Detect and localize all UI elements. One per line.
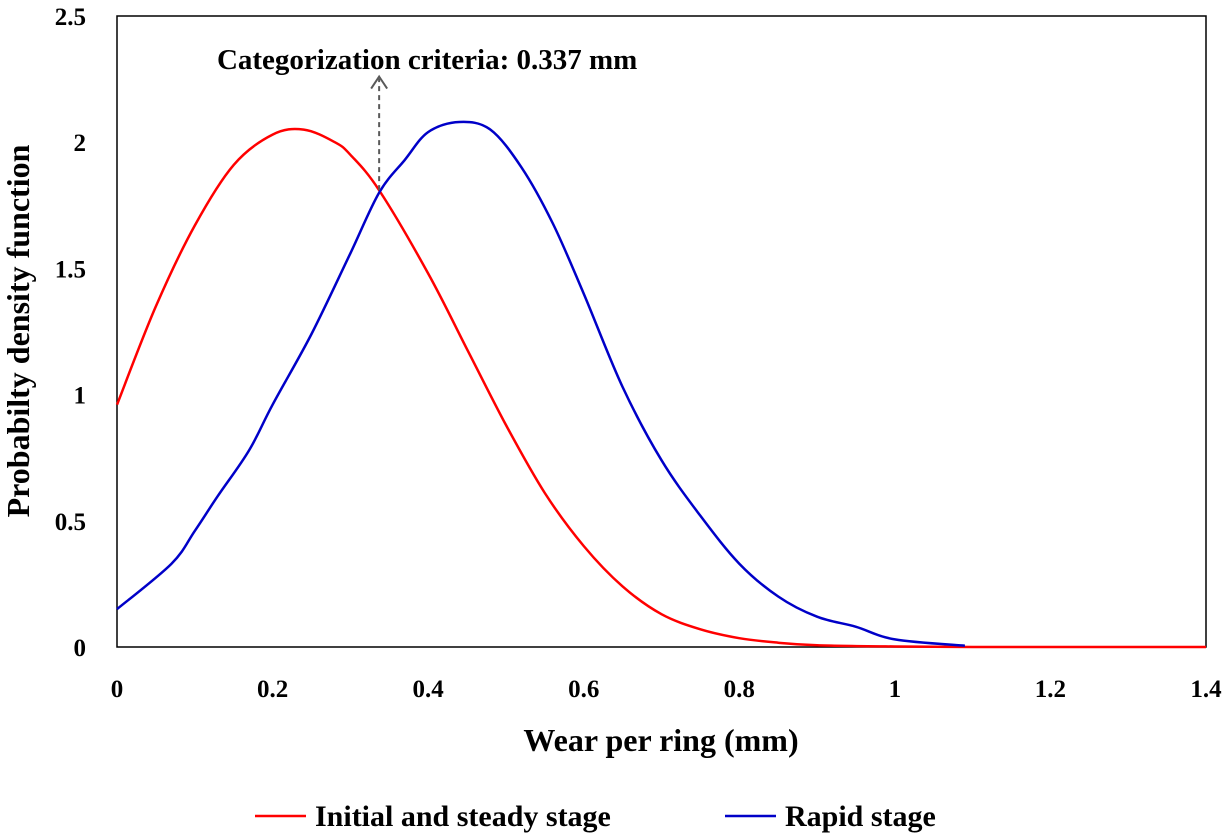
y-tick-label: 0: [74, 635, 87, 662]
plot-area: [116, 15, 1207, 648]
series-line-2: [116, 120, 966, 647]
legend-label-2: Rapid stage: [785, 800, 936, 833]
series-lines: [115, 120, 1206, 649]
x-tick-label: 1.4: [1190, 676, 1222, 703]
x-tick-labels: 0 0.2 0.4 0.6 0.8 1 1.2 1.4: [111, 676, 1222, 703]
annotation-layer: Categorization criteria: 0.337 mm: [217, 44, 637, 191]
x-tick-label: 1: [889, 676, 902, 703]
x-tick-label: 0.6: [568, 676, 599, 703]
criteria-arrow-head: [370, 74, 388, 90]
x-axis-title: Wear per ring (mm): [523, 722, 798, 758]
x-tick-label: 1.2: [1035, 676, 1066, 703]
y-tick-label: 2: [74, 130, 87, 157]
y-axis-title: Probabilty density function: [0, 144, 36, 517]
series-line-1: [115, 127, 1206, 649]
y-tick-labels: 0 0.5 1 1.5 2 2.5: [55, 4, 86, 662]
y-tick-label: 1.5: [55, 256, 86, 283]
x-tick-label: 0: [111, 676, 124, 703]
x-tick-label: 0.8: [724, 676, 755, 703]
legend: Initial and steady stage Rapid stage: [255, 800, 936, 833]
y-tick-label: 1: [74, 383, 87, 410]
legend-label-1: Initial and steady stage: [315, 800, 611, 833]
x-tick-label: 0.4: [413, 676, 445, 703]
y-tick-label: 2.5: [55, 4, 86, 31]
criteria-annotation: Categorization criteria: 0.337 mm: [217, 44, 637, 76]
x-tick-label: 0.2: [257, 676, 288, 703]
y-tick-label: 0.5: [55, 509, 86, 536]
